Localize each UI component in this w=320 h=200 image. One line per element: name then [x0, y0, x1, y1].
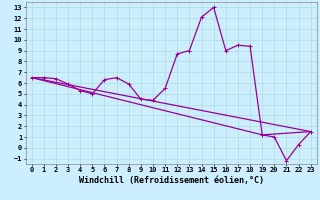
X-axis label: Windchill (Refroidissement éolien,°C): Windchill (Refroidissement éolien,°C)	[79, 176, 264, 185]
